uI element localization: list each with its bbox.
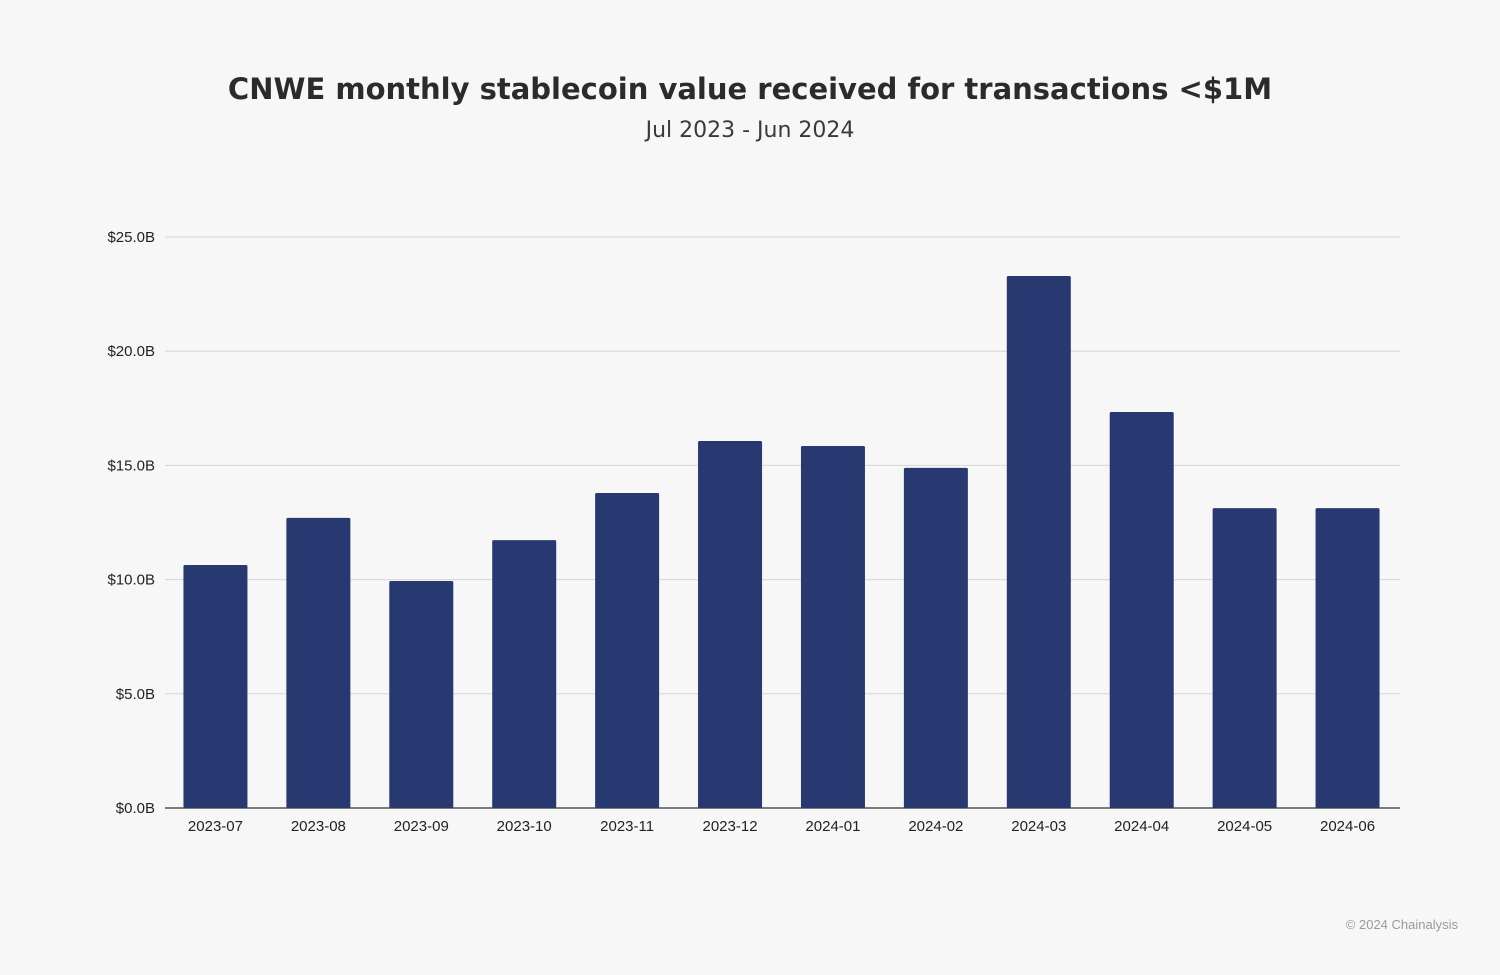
x-tick-label: 2023-09 [394,818,449,835]
y-tick-label: $5.0B [116,686,155,703]
bar [389,580,454,808]
bar [1212,508,1277,808]
x-tick-label: 2024-01 [805,818,860,835]
x-tick-label: 2024-02 [908,818,963,835]
bar [800,445,865,808]
x-tick-label: 2023-07 [188,818,243,835]
y-tick-label: $15.0B [107,457,155,474]
bar [286,517,351,808]
bar [903,467,968,808]
bar [595,493,660,808]
bar [698,440,763,808]
x-tick-label: 2024-04 [1114,818,1169,835]
bar [1109,411,1174,808]
x-tick-label: 2023-12 [703,818,758,835]
y-tick-label: $25.0B [107,229,155,246]
copyright-footer: © 2024 Chainalysis [1345,917,1458,932]
y-tick-label: $0.0B [116,800,155,817]
y-tick-label: $10.0B [107,572,155,589]
x-tick-label: 2024-06 [1320,818,1375,835]
y-tick-label: $20.0B [107,343,155,360]
bar [492,540,557,808]
chart-subtitle: Jul 2023 - Jun 2024 [645,118,855,143]
bar [1315,508,1380,808]
x-tick-label: 2024-05 [1217,818,1272,835]
x-tick-label: 2023-11 [600,818,654,835]
x-tick-label: 2024-03 [1011,818,1066,835]
x-tick-label: 2023-10 [497,818,552,835]
bar [183,564,248,808]
bar [1006,276,1071,808]
x-tick-label: 2023-08 [291,818,346,835]
chart-title: CNWE monthly stablecoin value received f… [227,72,1273,106]
